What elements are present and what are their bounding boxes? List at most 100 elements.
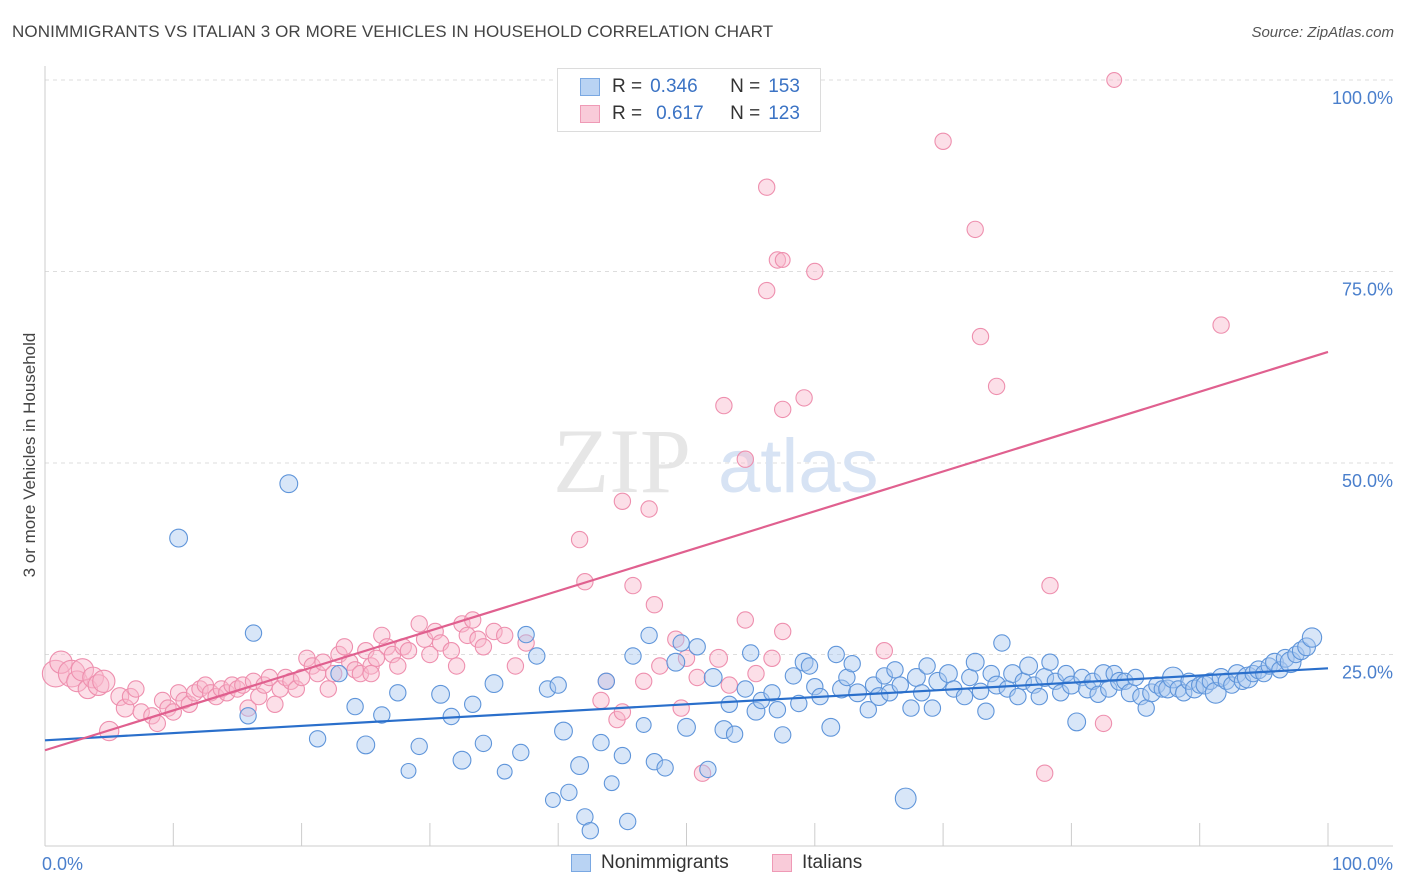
data-point — [244, 624, 263, 642]
data-point — [725, 725, 744, 743]
data-point — [1067, 712, 1087, 732]
data-point — [592, 691, 610, 710]
r-value: 0.617 — [656, 103, 704, 124]
data-point — [774, 726, 792, 744]
data-point — [1052, 684, 1070, 702]
n-value: 123 — [768, 103, 800, 124]
data-point — [389, 684, 407, 702]
data-point — [758, 281, 776, 300]
data-point — [1030, 687, 1048, 706]
data-point — [742, 644, 760, 662]
data-point — [902, 699, 920, 717]
data-point — [800, 657, 819, 675]
data-point — [843, 655, 861, 673]
trend-line-italians — [44, 350, 1329, 752]
data-point — [886, 661, 904, 679]
y-tick-label: 100.0% — [1332, 88, 1393, 108]
data-point — [613, 492, 632, 510]
data-point — [859, 701, 877, 719]
data-point — [736, 450, 754, 468]
legend-label-italians: Italians — [802, 852, 863, 873]
x-tick-label: 100.0% — [1332, 854, 1393, 874]
data-point — [688, 668, 706, 687]
data-point — [1126, 668, 1145, 687]
y-axis-label-group: 3 or more Vehicles in Household — [20, 333, 39, 578]
n-label: N = — [730, 103, 761, 124]
data-point — [651, 657, 669, 675]
data-point — [955, 687, 974, 706]
data-point — [987, 675, 1007, 695]
data-point — [774, 622, 792, 641]
data-point — [966, 220, 984, 239]
data-point — [923, 699, 942, 717]
data-point — [619, 812, 637, 831]
data-point — [1041, 576, 1059, 595]
data-point — [373, 706, 391, 724]
data-point — [1094, 714, 1113, 733]
data-point — [913, 684, 931, 702]
data-point — [1041, 653, 1059, 671]
data-point — [1137, 699, 1155, 717]
data-point — [517, 625, 535, 644]
data-point — [570, 756, 590, 776]
data-point — [736, 611, 754, 629]
r-label: R = — [612, 76, 643, 97]
watermark: ZIP atlas — [553, 410, 879, 512]
data-point — [1132, 687, 1150, 706]
data-point — [41, 659, 70, 688]
legend-item-italians[interactable]: Italians — [772, 852, 862, 874]
data-point — [169, 528, 189, 548]
data-point — [635, 672, 653, 690]
data-point — [774, 400, 792, 419]
data-point — [875, 642, 893, 660]
data-point — [421, 645, 439, 664]
data-point — [965, 652, 985, 672]
data-point — [1057, 664, 1075, 683]
y-tick-label: 75.0% — [1342, 280, 1393, 300]
data-point — [613, 703, 632, 721]
data-point — [292, 668, 311, 687]
data-point — [715, 396, 733, 415]
data-point — [832, 679, 851, 699]
grid-lines — [45, 79, 1395, 655]
data-point — [528, 647, 546, 665]
trend-lines — [44, 350, 1329, 752]
stats-legend: R = 0.346 N = 153 R = 0.617 N = 123 — [557, 68, 821, 132]
data-point — [325, 664, 343, 683]
data-point — [703, 668, 723, 687]
data-point — [266, 695, 284, 713]
data-point — [736, 680, 754, 698]
y-tick-label: 25.0% — [1342, 663, 1393, 683]
data-point — [677, 717, 696, 737]
data-point — [447, 657, 466, 675]
data-point — [127, 680, 145, 698]
data-point — [848, 683, 868, 703]
data-point — [774, 252, 791, 268]
stats-row-nonimmigrants: R = 0.346 N = 153 — [580, 75, 800, 99]
data-point — [645, 596, 664, 614]
data-point — [795, 389, 813, 407]
data-point — [389, 657, 407, 675]
data-point — [640, 500, 658, 518]
swatch-italians — [580, 105, 600, 123]
data-point — [1175, 684, 1193, 702]
data-point — [624, 576, 642, 595]
data-point — [977, 702, 995, 720]
legend-item-nonimmigrants[interactable]: Nonimmigrants — [571, 852, 729, 874]
stats-row-italians: R = 0.617 N = 123 — [580, 102, 800, 126]
data-point — [784, 667, 803, 685]
y-axis-label: 3 or more Vehicles in Household — [20, 333, 39, 578]
legend-swatch-italians — [772, 854, 792, 872]
data-point — [581, 822, 599, 840]
data-point — [410, 737, 428, 756]
data-point — [1089, 685, 1107, 703]
data-point — [570, 530, 589, 549]
data-point — [677, 649, 696, 667]
data-point — [790, 694, 808, 713]
data-point — [666, 652, 686, 672]
data-point — [821, 717, 841, 737]
data-point — [49, 650, 73, 674]
series-italians — [41, 72, 1230, 782]
data-point — [538, 680, 557, 698]
data-point — [410, 615, 428, 633]
